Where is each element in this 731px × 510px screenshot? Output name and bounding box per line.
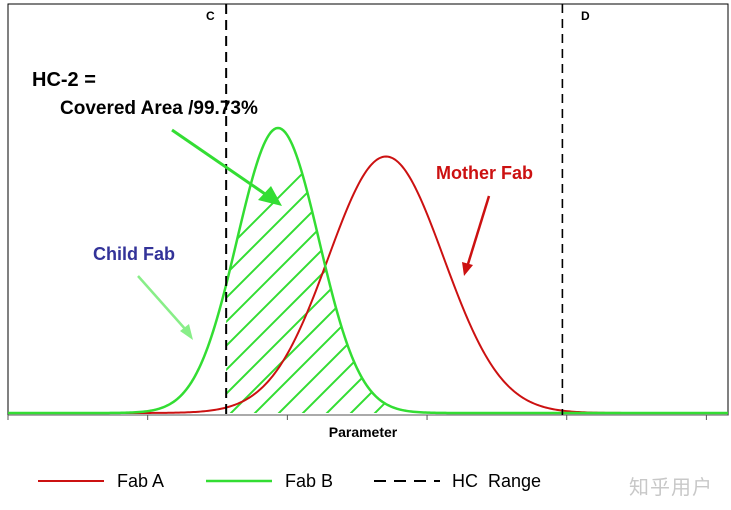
hatch-line — [680, 120, 731, 420]
hatch-line — [536, 120, 731, 420]
hc2-arrow — [171, 128, 282, 206]
hatch-line — [632, 120, 731, 420]
series-line-fab-b — [8, 126, 728, 415]
hatch-line — [247, 128, 394, 413]
legend-label-fab-b: Fab B — [285, 471, 333, 491]
hatch-line — [584, 120, 731, 420]
hatch-line — [295, 128, 394, 413]
child-fab-label: Child Fab — [93, 244, 175, 264]
hatch-line — [271, 128, 394, 413]
child-fab-arrow — [137, 275, 193, 340]
hc-upper-label: D — [581, 9, 590, 23]
hatch-line — [704, 120, 731, 420]
legend-label-fab-a: Fab A — [117, 471, 164, 491]
hatch-line — [226, 128, 394, 413]
mother-fab-arrow — [462, 195, 491, 276]
legend: Fab A Fab B HC Range — [38, 471, 541, 491]
legend-label-hc-range: HC Range — [452, 471, 541, 491]
hc-lower-label: C — [206, 9, 215, 23]
hatch-line — [226, 128, 357, 413]
series-line-fab-a — [8, 155, 728, 414]
plot-frame — [7, 3, 729, 416]
hatch-line — [226, 128, 394, 413]
x-axis-label: Parameter — [329, 424, 398, 440]
hc2-title-line2: Covered Area /99.73% — [60, 98, 258, 119]
hatch-line — [560, 120, 731, 420]
hatch-line — [656, 120, 731, 420]
watermark: 知乎用户 — [629, 475, 713, 499]
mother-fab-label: Mother Fab — [436, 163, 533, 183]
hatch-line — [608, 120, 731, 420]
hc2-title-line1: HC-2 = — [32, 69, 96, 91]
hatched-region — [226, 120, 731, 420]
hatch-line — [512, 120, 731, 420]
